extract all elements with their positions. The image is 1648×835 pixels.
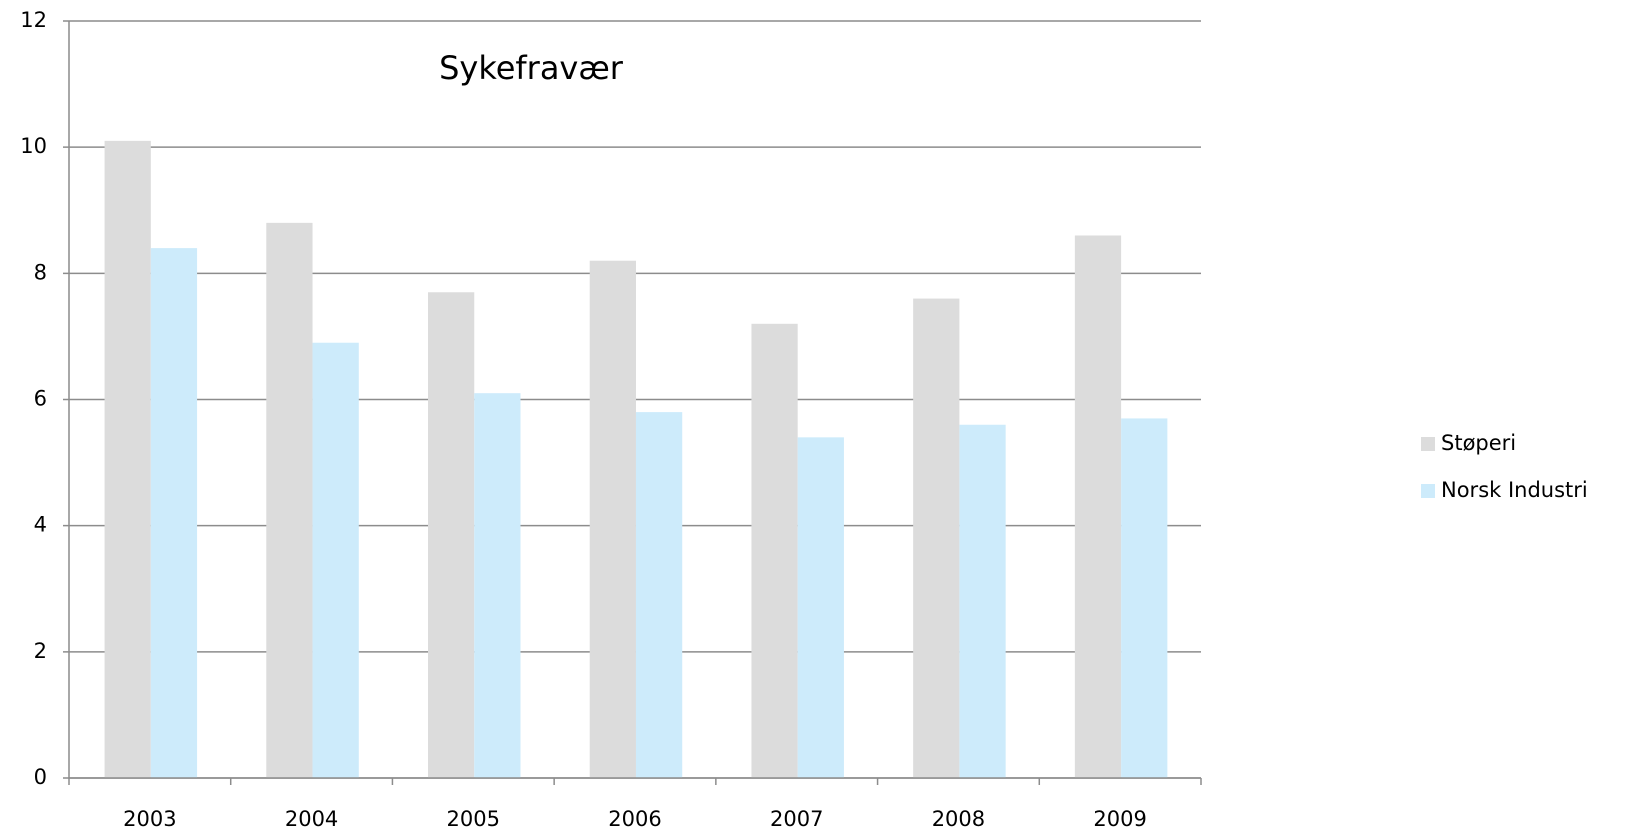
bar: [428, 292, 475, 778]
legend-swatch: [1421, 437, 1435, 451]
y-tick-label: 6: [34, 387, 47, 411]
bar: [635, 412, 683, 778]
x-tick-label: 2004: [285, 807, 338, 831]
bar: [589, 260, 636, 778]
legend-label: Norsk Industri: [1441, 478, 1588, 502]
y-tick-label: 2: [34, 639, 47, 663]
bar: [913, 298, 960, 778]
bar: [104, 140, 151, 778]
bar: [1121, 418, 1168, 778]
y-tick-label: 12: [20, 8, 47, 32]
legend-swatch: [1421, 484, 1435, 498]
y-tick-label: 0: [34, 765, 47, 789]
bar: [959, 424, 1006, 778]
bar: [797, 437, 844, 778]
x-tick-label: 2003: [123, 807, 176, 831]
legend-label: Støperi: [1441, 431, 1516, 455]
x-tick-label: 2007: [770, 807, 823, 831]
chart-title: Sykefravær: [439, 49, 624, 87]
y-tick-label: 8: [34, 260, 47, 284]
bar: [150, 248, 198, 779]
bar: [312, 342, 359, 778]
y-tick-label: 4: [34, 513, 47, 537]
x-tick-label: 2005: [447, 807, 500, 831]
x-tick-label: 2009: [1093, 807, 1146, 831]
bar: [751, 323, 798, 778]
x-tick-label: 2006: [608, 807, 661, 831]
bar: [266, 222, 313, 778]
y-tick-label: 10: [20, 134, 47, 158]
x-tick-label: 2008: [932, 807, 985, 831]
bar: [1074, 235, 1122, 778]
bar: [474, 393, 521, 778]
